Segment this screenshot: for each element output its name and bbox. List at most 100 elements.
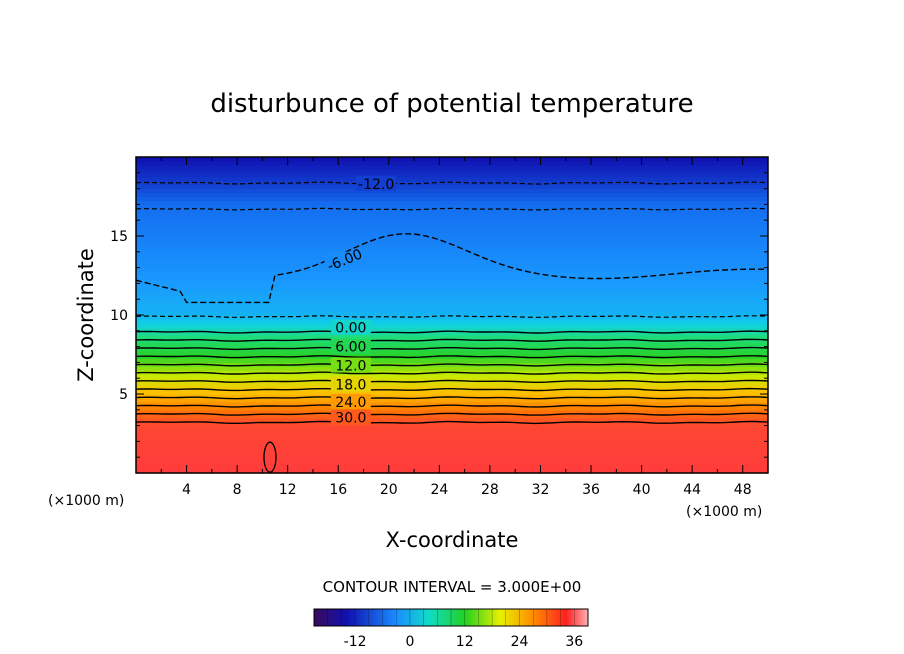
shading-band: [136, 338, 768, 344]
contour-label: 12.0: [335, 359, 366, 375]
positive-contour-line: [135, 379, 769, 383]
shading-band: [136, 216, 768, 221]
shading-band: [136, 160, 768, 166]
shading-band: [136, 291, 768, 296]
shading-band: [136, 397, 768, 403]
shading-band: [136, 346, 768, 352]
shading-band: [136, 188, 768, 194]
contour-label-bg: [330, 357, 371, 373]
x-axis-ticks: 4 8 12 16 20 24 28 32 36 40 44 48: [160, 157, 752, 498]
positive-contour-line: [135, 330, 769, 334]
shading-band: [136, 445, 768, 450]
x-tick-label: 8: [233, 482, 242, 498]
y-axis-ticks: 5 10 15: [110, 172, 768, 458]
shading-band: [136, 220, 768, 225]
positive-contour-line: [135, 346, 769, 351]
negative-contour-line: [135, 315, 769, 318]
shading-band: [136, 417, 768, 423]
shading-band: [136, 461, 768, 466]
shading-band: [136, 374, 768, 379]
contour-label-bg: [356, 175, 397, 191]
shading-band: [136, 224, 768, 229]
shading-band: [136, 429, 768, 435]
positive-contour-line: [135, 404, 769, 408]
shading-band: [136, 421, 768, 427]
y-tick-label: 5: [119, 387, 128, 403]
shading-band: [136, 192, 768, 198]
shading-band: [136, 334, 768, 340]
shading-band: [136, 236, 768, 241]
shading-band: [136, 196, 768, 202]
shading-band: [136, 251, 768, 257]
shading-band: [136, 441, 768, 446]
x-tick-label: 20: [380, 482, 398, 498]
shading-band: [136, 326, 768, 332]
shading-band: [136, 180, 768, 186]
shading-band: [136, 176, 768, 182]
shading-band: [136, 457, 768, 462]
shading-band: [136, 322, 768, 328]
shading-band: [136, 239, 768, 245]
shading-band: [136, 184, 768, 190]
shading-band: [136, 437, 768, 442]
shading-band: [136, 382, 768, 387]
shading-band: [136, 405, 768, 411]
positive-contour-line: [135, 412, 769, 416]
colorbar-tick-label: 36: [565, 634, 583, 650]
x-tick-label: 12: [279, 482, 297, 498]
x-axis-label: X-coordinate: [386, 528, 519, 552]
shading-band: [136, 307, 768, 312]
shading-band: [136, 401, 768, 407]
positive-contour-line: [135, 371, 769, 375]
shading-band: [136, 303, 768, 308]
contour-label-bg: [324, 251, 365, 267]
contour-label: 6.00: [335, 340, 366, 356]
shading-band: [136, 390, 768, 395]
positive-contour-line: [135, 355, 769, 359]
shading-band: [136, 413, 768, 419]
shading-band: [136, 358, 768, 363]
shading-band: [136, 342, 768, 348]
y-tick-label: 10: [110, 308, 128, 324]
y-tick-label: 15: [110, 229, 128, 245]
shading-band: [136, 259, 768, 265]
shading-band: [136, 330, 768, 336]
local-contour: [263, 441, 277, 473]
x-unit-right: (×1000 m): [686, 504, 762, 520]
x-tick-label: 40: [633, 482, 651, 498]
chart-title: disturbunce of potential temperature: [210, 89, 693, 119]
contour-label: 18.0: [335, 378, 366, 394]
shading-band: [136, 255, 768, 261]
positive-contour-line: [135, 396, 769, 400]
shading-band: [136, 228, 768, 233]
shading-band: [136, 315, 768, 320]
shading-band: [136, 157, 768, 162]
shading-band: [136, 295, 768, 300]
positive-contour-line: [135, 363, 769, 367]
shading-band: [136, 243, 768, 249]
x-unit-left: (×1000 m): [48, 493, 124, 509]
contour-lines: [135, 181, 769, 473]
shading-band: [136, 287, 768, 292]
contour-label: -12.0: [358, 177, 394, 193]
negative-contour-line: [135, 181, 769, 185]
contour-label: 24.0: [335, 395, 366, 411]
x-tick-label: 4: [182, 482, 191, 498]
shading-band: [136, 299, 768, 304]
negative-contour-line: [135, 207, 769, 211]
shading-band: [136, 172, 768, 178]
shading-band: [136, 469, 768, 474]
contour-label: 30.0: [335, 411, 366, 427]
shading-band: [136, 354, 768, 360]
contour-label-bg: [330, 319, 371, 335]
shading-band: [136, 465, 768, 470]
x-tick-label: 28: [481, 482, 499, 498]
shading-band: [136, 208, 768, 213]
shading-band: [136, 453, 768, 458]
shading-band: [136, 168, 768, 174]
colorbar-tick-label: -12: [344, 634, 367, 650]
contour-interval-text: CONTOUR INTERVAL = 3.000E+00: [323, 578, 582, 596]
minus-six-contour: [135, 233, 769, 304]
x-tick-label: 16: [329, 482, 347, 498]
contour-label-bg: [330, 409, 371, 425]
